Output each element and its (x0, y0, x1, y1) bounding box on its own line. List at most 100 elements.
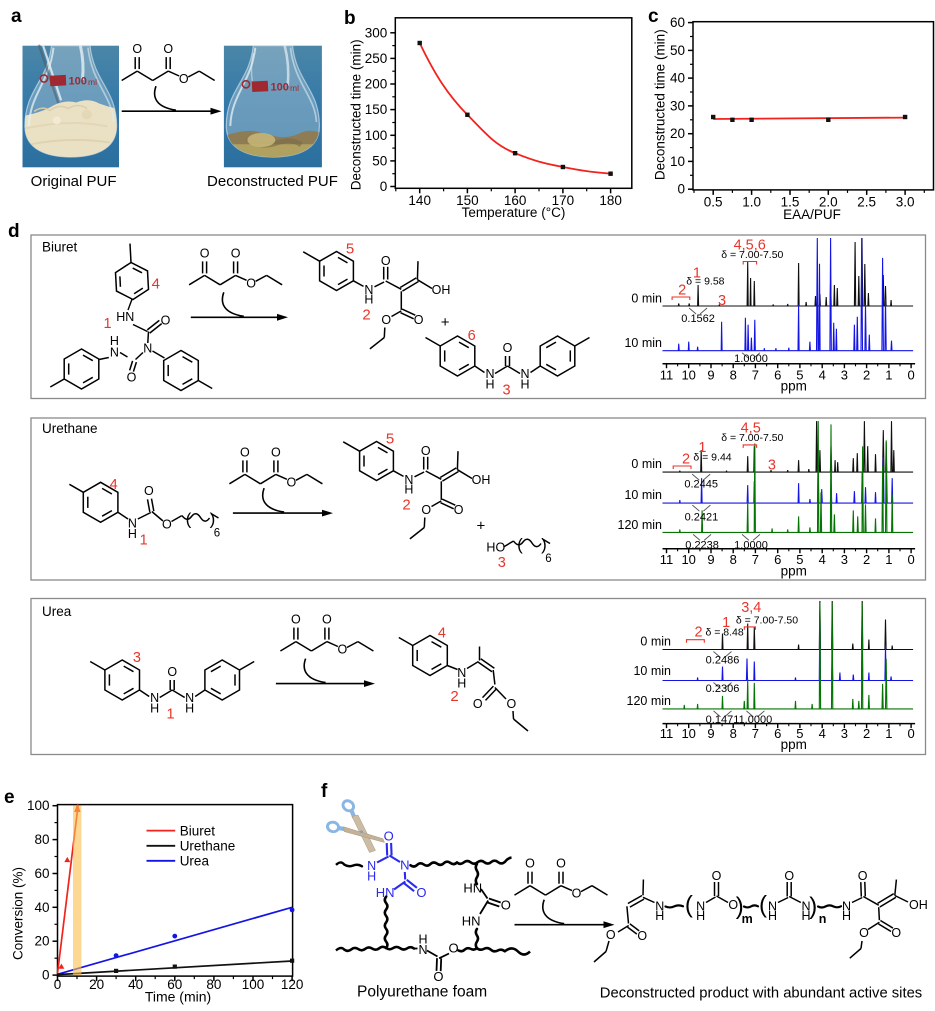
svg-text:O: O (291, 613, 301, 627)
svg-text:Temperature (°C): Temperature (°C) (462, 205, 566, 220)
svg-text:3: 3 (841, 368, 848, 383)
svg-text:δ = 9.44: δ = 9.44 (693, 451, 731, 463)
svg-text:170: 170 (552, 193, 575, 208)
svg-text:HN: HN (463, 881, 482, 896)
svg-text:0.2238: 0.2238 (685, 539, 719, 551)
svg-text:n: n (819, 912, 827, 926)
svg-text:Urea: Urea (180, 854, 210, 869)
svg-text:2.5: 2.5 (857, 194, 876, 209)
svg-text:N: N (185, 691, 194, 705)
svg-text:HO: HO (486, 541, 505, 555)
svg-text:10: 10 (681, 368, 695, 383)
svg-text:1.0000: 1.0000 (739, 714, 773, 726)
svg-text:O: O (322, 613, 332, 627)
svg-text:2: 2 (863, 368, 870, 383)
svg-text:+: + (441, 314, 450, 331)
svg-text:O: O (507, 697, 517, 711)
svg-text:50: 50 (670, 43, 685, 58)
svg-text:30: 30 (670, 98, 685, 113)
svg-text:N: N (400, 857, 409, 872)
svg-text:+: + (477, 517, 486, 534)
svg-text:Deconstructed PUF: Deconstructed PUF (207, 173, 338, 190)
svg-text:O: O (421, 444, 431, 458)
svg-text:4: 4 (819, 552, 826, 567)
svg-text:0 min: 0 min (640, 635, 671, 649)
svg-text:m: m (742, 912, 753, 926)
svg-text:): ) (541, 535, 547, 554)
svg-text:N: N (367, 859, 376, 873)
svg-text:1: 1 (698, 440, 706, 456)
svg-text:H: H (128, 527, 137, 541)
svg-text:3: 3 (718, 293, 726, 309)
svg-text:δ = 7.00-7.50: δ = 7.00-7.50 (736, 615, 798, 627)
svg-text:H: H (655, 909, 664, 923)
svg-text:O: O (381, 313, 391, 327)
svg-text:100: 100 (242, 977, 265, 992)
svg-text:e: e (4, 787, 15, 808)
svg-text:O: O (448, 941, 458, 956)
svg-text:6: 6 (774, 726, 781, 741)
svg-text:11: 11 (660, 368, 674, 383)
svg-text:H: H (418, 933, 427, 947)
svg-text:N: N (457, 666, 466, 680)
svg-text:O: O (384, 828, 394, 843)
svg-text:10 min: 10 min (633, 664, 671, 678)
svg-text:O: O (163, 42, 173, 56)
svg-text:2.0: 2.0 (819, 194, 838, 209)
svg-text:2: 2 (682, 451, 690, 467)
svg-text:0.2306: 0.2306 (706, 683, 740, 695)
svg-text:0: 0 (42, 968, 50, 983)
svg-text:200: 200 (365, 77, 388, 92)
svg-text:7: 7 (752, 368, 759, 383)
svg-text:1: 1 (722, 615, 730, 631)
svg-text:Deconstructed time (min): Deconstructed time (min) (349, 39, 364, 190)
svg-text:10 min: 10 min (624, 488, 662, 502)
svg-text:OH: OH (472, 473, 491, 487)
svg-text:O: O (859, 926, 869, 940)
svg-text:120 min: 120 min (627, 694, 672, 708)
svg-text:f: f (321, 781, 328, 802)
svg-text:ppm: ppm (781, 737, 807, 752)
svg-text:60: 60 (670, 15, 685, 30)
svg-text:1: 1 (166, 707, 174, 723)
svg-text:4: 4 (819, 726, 826, 741)
svg-text:0.1562: 0.1562 (681, 313, 715, 325)
svg-text:8: 8 (730, 368, 737, 383)
svg-text:1.5: 1.5 (781, 194, 800, 209)
svg-text:OH: OH (909, 898, 928, 912)
svg-text:4: 4 (110, 477, 118, 493)
svg-text:ml: ml (88, 77, 97, 87)
svg-text:N: N (150, 691, 159, 705)
svg-text:2: 2 (362, 306, 370, 323)
svg-text:δ = 7.00-7.50: δ = 7.00-7.50 (721, 249, 783, 261)
svg-text:H: H (768, 909, 777, 923)
svg-text:N: N (768, 899, 777, 913)
svg-text:3.0: 3.0 (896, 194, 915, 209)
svg-text:8: 8 (730, 726, 737, 741)
svg-text:80: 80 (34, 832, 49, 847)
svg-text:O: O (416, 885, 426, 900)
svg-text:6: 6 (214, 528, 220, 540)
svg-text:O: O (637, 929, 647, 943)
svg-text:2: 2 (694, 625, 702, 641)
svg-text:H: H (364, 293, 373, 307)
svg-text:4: 4 (438, 626, 446, 642)
svg-text:100: 100 (27, 798, 50, 813)
svg-text:100: 100 (69, 76, 87, 88)
svg-text:O: O (338, 643, 348, 657)
svg-text:0.2421: 0.2421 (685, 512, 719, 524)
svg-text:Urea: Urea (42, 604, 72, 619)
svg-text:EAA/PUF: EAA/PUF (783, 207, 841, 222)
svg-text:1: 1 (140, 533, 148, 549)
svg-text:40: 40 (670, 71, 685, 86)
svg-text:9: 9 (707, 368, 714, 383)
svg-text:3: 3 (768, 457, 776, 473)
svg-text:7: 7 (752, 726, 759, 741)
svg-text:150: 150 (365, 102, 388, 117)
svg-text:Conversion (%): Conversion (%) (11, 867, 26, 960)
svg-text:0 min: 0 min (631, 457, 662, 471)
svg-text:9: 9 (707, 552, 714, 567)
svg-text:10: 10 (670, 154, 685, 169)
svg-text:N: N (696, 899, 705, 913)
svg-text:3,4: 3,4 (741, 600, 761, 616)
